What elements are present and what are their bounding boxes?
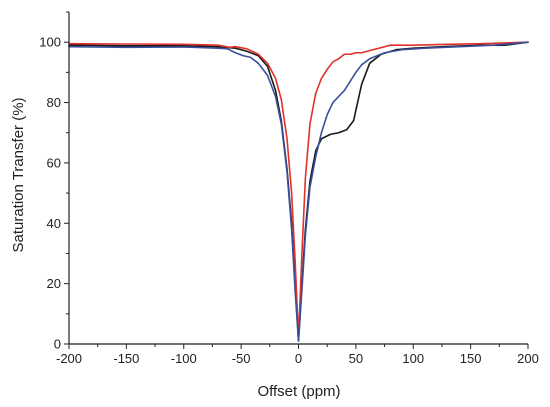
series-line-2: [68, 41, 529, 339]
x-tick-label: 150: [460, 351, 482, 366]
y-tick-label: 20: [47, 276, 61, 291]
x-tick-label: 200: [517, 351, 539, 366]
y-tick-label: 40: [47, 216, 61, 231]
x-tick-label: 50: [349, 351, 363, 366]
series-line-1: [68, 41, 529, 342]
x-axis-title: Offset (ppm): [257, 383, 340, 400]
series-line-3: [68, 41, 529, 342]
x-tick-label: -100: [171, 351, 197, 366]
x-tick-label: -150: [113, 351, 139, 366]
series-lines: [68, 41, 529, 342]
y-tick-label: 60: [47, 155, 61, 170]
y-tick-label: 100: [39, 35, 61, 50]
y-tick-label: 80: [47, 95, 61, 110]
x-tick-label: -50: [232, 351, 251, 366]
x-axis: -200 -150 -100 -50 0 50 100 150 200: [56, 343, 539, 366]
y-tick-label: 0: [54, 337, 61, 352]
y-axis: 0 20 40 60 80 100: [39, 11, 70, 352]
x-tick-label: 0: [295, 351, 302, 366]
x-tick-label: 100: [402, 351, 424, 366]
y-axis-title: Saturation Transfer (%): [10, 97, 27, 252]
x-tick-label: -200: [56, 351, 82, 366]
